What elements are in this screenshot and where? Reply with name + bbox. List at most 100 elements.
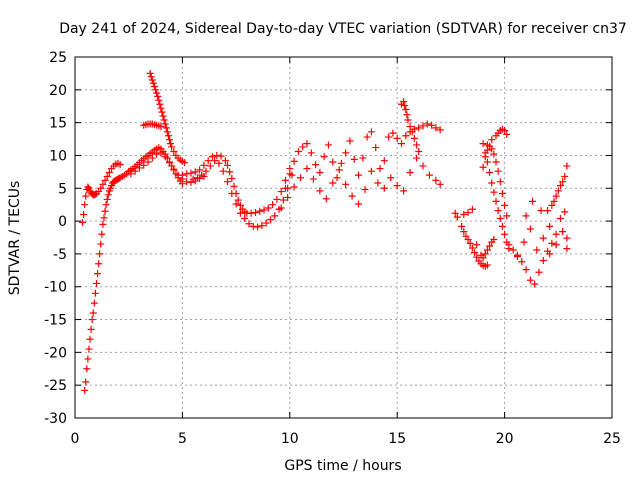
data-point xyxy=(303,140,311,148)
data-point xyxy=(535,268,543,276)
data-point xyxy=(262,219,270,227)
data-point xyxy=(230,182,238,190)
data-point xyxy=(204,157,212,165)
data-point xyxy=(206,162,214,170)
x-tick-label: 5 xyxy=(178,431,187,447)
y-tick-label: -5 xyxy=(53,247,67,263)
data-point xyxy=(501,201,509,209)
data-point xyxy=(264,204,272,212)
data-point xyxy=(320,153,328,161)
data-point xyxy=(496,178,504,186)
data-point xyxy=(99,180,107,188)
data-point xyxy=(153,89,161,97)
data-point xyxy=(376,165,384,173)
data-point xyxy=(342,149,350,157)
data-point xyxy=(290,183,298,191)
series-late-scatter xyxy=(505,208,569,288)
data-point xyxy=(202,167,210,175)
data-point xyxy=(102,201,110,209)
data-point xyxy=(526,225,534,233)
data-point xyxy=(260,206,268,214)
data-point xyxy=(160,116,168,124)
data-point xyxy=(415,124,423,132)
data-point xyxy=(191,168,199,176)
data-point xyxy=(503,130,511,138)
data-point xyxy=(157,104,165,112)
data-point xyxy=(468,244,476,252)
data-point xyxy=(563,245,571,253)
data-point xyxy=(183,170,191,178)
data-point xyxy=(269,201,277,209)
data-point xyxy=(249,222,257,230)
data-point xyxy=(97,184,105,192)
data-point xyxy=(158,108,166,116)
data-point xyxy=(266,216,274,224)
data-point xyxy=(166,136,174,144)
data-point xyxy=(208,153,216,161)
data-point xyxy=(481,250,489,258)
series-midday-noise-lower xyxy=(277,154,444,212)
data-point xyxy=(105,169,113,177)
data-point xyxy=(410,134,418,142)
data-point xyxy=(483,141,491,149)
data-point xyxy=(234,196,242,204)
data-point xyxy=(556,214,564,222)
data-point xyxy=(479,163,487,171)
data-point xyxy=(548,239,556,247)
data-point xyxy=(335,166,343,174)
data-point xyxy=(401,102,409,110)
data-point xyxy=(170,148,178,156)
x-axis-title: GPS time / hours xyxy=(284,458,401,474)
data-point xyxy=(316,169,324,177)
series-short-segment xyxy=(140,120,165,131)
series-spike xyxy=(146,69,189,167)
data-point xyxy=(522,212,530,220)
data-point xyxy=(116,161,124,169)
data-point xyxy=(256,207,264,215)
data-point xyxy=(170,165,178,173)
series-morning-band-upper xyxy=(125,144,186,188)
data-point xyxy=(460,228,468,236)
data-point xyxy=(361,186,369,194)
data-point xyxy=(282,184,290,192)
data-point xyxy=(488,136,496,144)
data-point xyxy=(193,174,201,182)
data-point xyxy=(162,124,170,132)
data-point xyxy=(189,175,197,183)
data-point xyxy=(561,208,569,216)
data-point xyxy=(492,158,500,166)
data-point xyxy=(277,188,285,196)
data-point xyxy=(537,207,545,215)
data-point xyxy=(453,213,461,221)
y-tick-label: -30 xyxy=(44,411,67,427)
data-point xyxy=(432,124,440,132)
data-point xyxy=(294,148,302,156)
data-point xyxy=(561,172,569,180)
data-point xyxy=(346,137,354,145)
data-point xyxy=(286,170,294,178)
data-point xyxy=(312,161,320,169)
data-point xyxy=(196,166,204,174)
data-point xyxy=(481,149,489,157)
data-point xyxy=(166,159,174,167)
x-tick-label: 0 xyxy=(71,431,80,447)
series-midday-lower xyxy=(189,157,296,231)
data-point xyxy=(488,145,496,153)
data-point xyxy=(150,83,158,91)
data-point xyxy=(363,133,371,141)
data-point xyxy=(404,116,412,124)
data-point xyxy=(546,250,554,258)
data-point xyxy=(146,69,154,77)
data-point xyxy=(436,180,444,188)
y-tick-label: 5 xyxy=(58,181,67,197)
data-point xyxy=(232,200,240,208)
data-point xyxy=(385,133,393,141)
data-point xyxy=(464,235,472,243)
x-tick-label: 20 xyxy=(496,431,514,447)
data-point xyxy=(284,193,292,201)
data-point xyxy=(539,256,547,264)
data-point xyxy=(337,159,345,167)
series-early-track xyxy=(79,159,124,226)
data-point xyxy=(200,161,208,169)
data-point xyxy=(87,325,95,333)
